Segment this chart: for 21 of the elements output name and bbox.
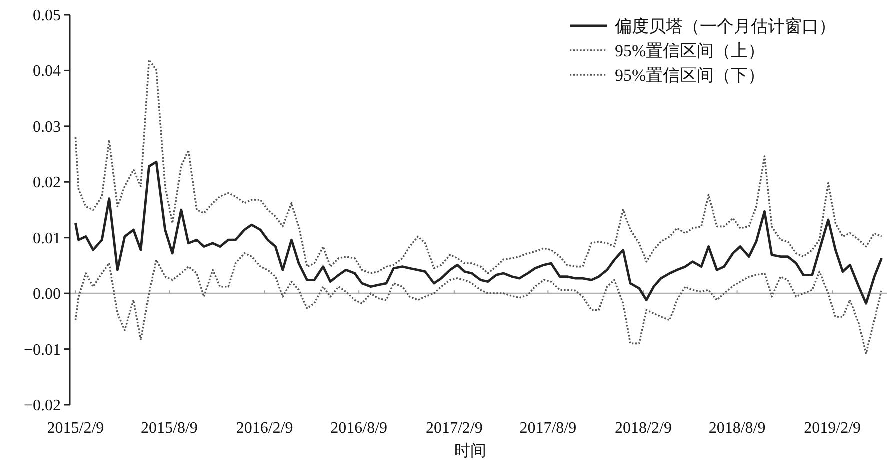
y-tick-label: 0.05 <box>33 8 61 24</box>
x-tick-label: 2018/8/9 <box>708 420 766 437</box>
x-tick-label: 2016/8/9 <box>330 420 388 437</box>
y-tick-label: 0.00 <box>33 286 61 304</box>
y-tick-label: 0.03 <box>33 118 61 136</box>
legend-label: 95%置信区间（上） <box>615 42 766 60</box>
legend-label: 偏度贝塔（一个月估计窗口） <box>615 17 836 36</box>
x-tick-label: 2018/2/9 <box>615 420 672 437</box>
y-tick-label: 0.04 <box>33 63 61 80</box>
y-tick-label: −0.01 <box>24 342 61 359</box>
x-tick-label: 2015/2/9 <box>47 420 104 437</box>
y-tick-label: 0.02 <box>33 174 61 192</box>
legend-label: 95%置信区间（下） <box>615 66 766 85</box>
x-tick-label: 2016/2/9 <box>236 420 294 437</box>
y-tick-label: 0.01 <box>33 230 61 248</box>
x-axis-title: 时间 <box>454 442 486 460</box>
y-tick-label: −0.02 <box>24 398 61 414</box>
x-tick-label: 2017/2/9 <box>426 420 483 437</box>
x-tick-label: 2015/8/9 <box>141 420 198 437</box>
x-tick-label: 2017/8/9 <box>520 420 577 437</box>
x-tick-label: 2019/2/9 <box>804 420 862 437</box>
